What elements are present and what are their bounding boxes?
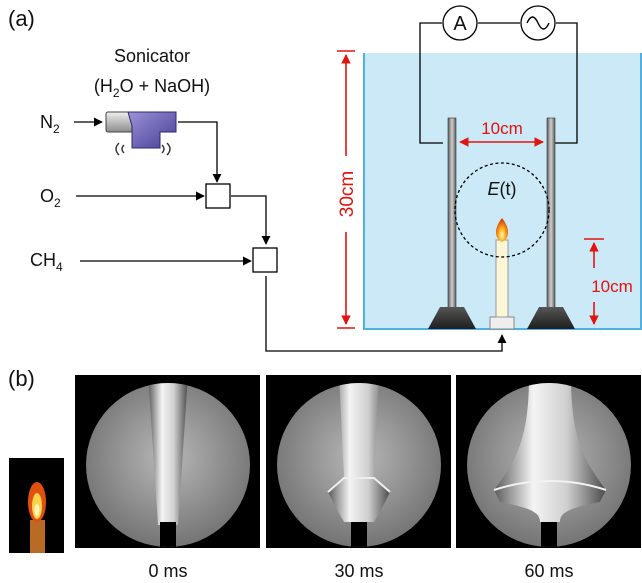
mixer-box-2 — [252, 247, 278, 273]
gas-flow-lines — [74, 117, 507, 352]
schlieren-frame-60ms — [456, 375, 641, 548]
panel-a-label: (a) — [8, 6, 35, 31]
burner-flame — [496, 218, 508, 242]
sonicator-device — [105, 111, 177, 156]
left-stand — [428, 307, 476, 329]
schlieren-frame-30ms — [266, 375, 451, 548]
ammeter: A — [442, 5, 478, 41]
height-dimension-label: 30cm — [337, 171, 358, 217]
frame-30ms-time: 30 ms — [334, 561, 383, 581]
burner-height-dimension — [584, 238, 604, 325]
ammeter-symbol: A — [453, 13, 467, 35]
panel-b-label: (b) — [8, 366, 35, 391]
sonicator-subtitle: (H2O + NaOH) — [94, 76, 210, 100]
height-dimension — [337, 50, 355, 329]
burner-height-dimension-label: 10cm — [591, 277, 633, 296]
burner-base — [489, 316, 515, 330]
circuit-wires — [419, 22, 578, 144]
electric-field-label: E(t) — [487, 179, 516, 199]
right-stand — [527, 307, 575, 329]
gas-n2-label: N2 — [40, 112, 60, 136]
ac-source — [520, 5, 556, 41]
electric-field-region — [454, 162, 550, 258]
candle-photo — [9, 458, 64, 553]
burner-tube — [495, 239, 509, 318]
frame-60ms-time: 60 ms — [524, 561, 573, 581]
sonicator-title: Sonicator — [114, 46, 190, 66]
gap-dimension-label: 10cm — [481, 119, 523, 138]
schlieren-frame-0ms — [75, 375, 260, 548]
gas-o2-label: O2 — [40, 186, 61, 210]
mixer-box-1 — [205, 183, 231, 209]
frame-0ms-time: 0 ms — [148, 561, 187, 581]
sine-wave-icon — [526, 16, 550, 30]
gas-ch4-label: CH4 — [30, 250, 63, 274]
left-electrode — [447, 117, 457, 317]
